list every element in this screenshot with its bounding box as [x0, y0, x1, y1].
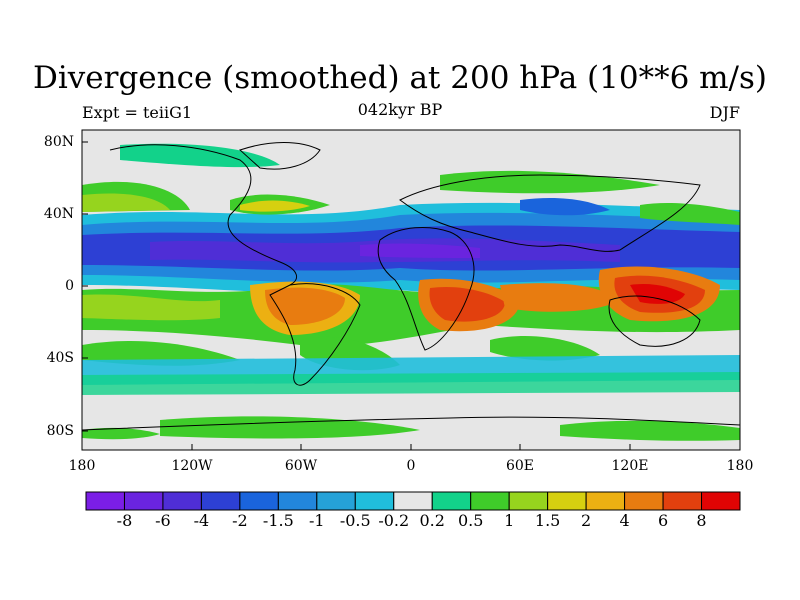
lat-tick-40n: 40N: [43, 206, 74, 222]
colorbar-label: -6: [155, 511, 171, 530]
colorbar-swatch: [123, 491, 164, 511]
chart-title: Divergence (smoothed) at 200 hPa (10**6 …: [33, 60, 767, 96]
colorbar-swatch: [662, 491, 703, 511]
coastlines: [82, 142, 740, 431]
season-label: DJF: [709, 103, 740, 122]
lat-tick-40s: 40S: [46, 350, 74, 366]
lon-tick-120e: 120E: [611, 458, 649, 474]
colorbar-swatch: [624, 491, 664, 511]
colorbar-label: -2: [232, 511, 248, 530]
colorbar-label: -1: [309, 511, 325, 530]
colorbar: [85, 491, 741, 511]
lat-tick-80n: 80N: [43, 134, 74, 150]
divergence-band: [82, 266, 740, 346]
colorbar-swatch: [200, 491, 241, 511]
colorbar-label: 0.5: [457, 511, 484, 530]
colorbar-label: 0.2: [419, 511, 445, 530]
lon-tick-180w: 180: [68, 458, 96, 474]
colorbar-swatch: [547, 491, 587, 511]
colorbar-label: 2: [581, 511, 592, 530]
colorbar-label: -0.2: [378, 511, 410, 530]
colorbar-label: -0.5: [339, 511, 371, 530]
colorbar-label: -8: [116, 511, 133, 530]
lat-tick-0: 0: [65, 278, 74, 294]
colorbar-swatch: [85, 491, 125, 511]
lon-tick-120w: 120W: [171, 458, 213, 474]
midlatitude-features: [82, 143, 740, 441]
colorbar-swatch: [239, 491, 279, 511]
lon-tick-0: 0: [406, 458, 416, 474]
colorbar-swatch: [470, 491, 510, 511]
colorbar-label: 6: [657, 511, 669, 530]
colorbar-swatch: [585, 491, 626, 511]
colorbar-label: 1: [504, 511, 515, 530]
map-plot-area: [82, 130, 740, 450]
colorbar-swatch: [354, 491, 395, 511]
colorbar-swatch: [162, 491, 202, 511]
lon-tick-60e: 60E: [505, 458, 535, 474]
colorbar-label: -4: [193, 511, 210, 530]
colorbar-label: 1.5: [534, 511, 561, 530]
lon-tick-60w: 60W: [284, 458, 318, 474]
experiment-label: Expt = teiiG1: [82, 103, 193, 122]
lon-tick-180e: 180: [726, 458, 754, 474]
colorbar-swatch: [277, 491, 318, 511]
colorbar-swatch: [316, 491, 356, 511]
colorbar-swatch: [431, 491, 472, 511]
time-label: 042kyr BP: [357, 100, 443, 119]
colorbar-label: 4: [619, 511, 630, 530]
colorbar-label: -1.5: [262, 511, 294, 530]
colorbar-label: 8: [696, 511, 707, 530]
lat-tick-80s: 80S: [46, 423, 74, 439]
colorbar-swatch: [393, 491, 433, 511]
convergence-band: [82, 202, 740, 294]
colorbar-swatch: [701, 491, 741, 511]
colorbar-swatch: [508, 491, 549, 511]
